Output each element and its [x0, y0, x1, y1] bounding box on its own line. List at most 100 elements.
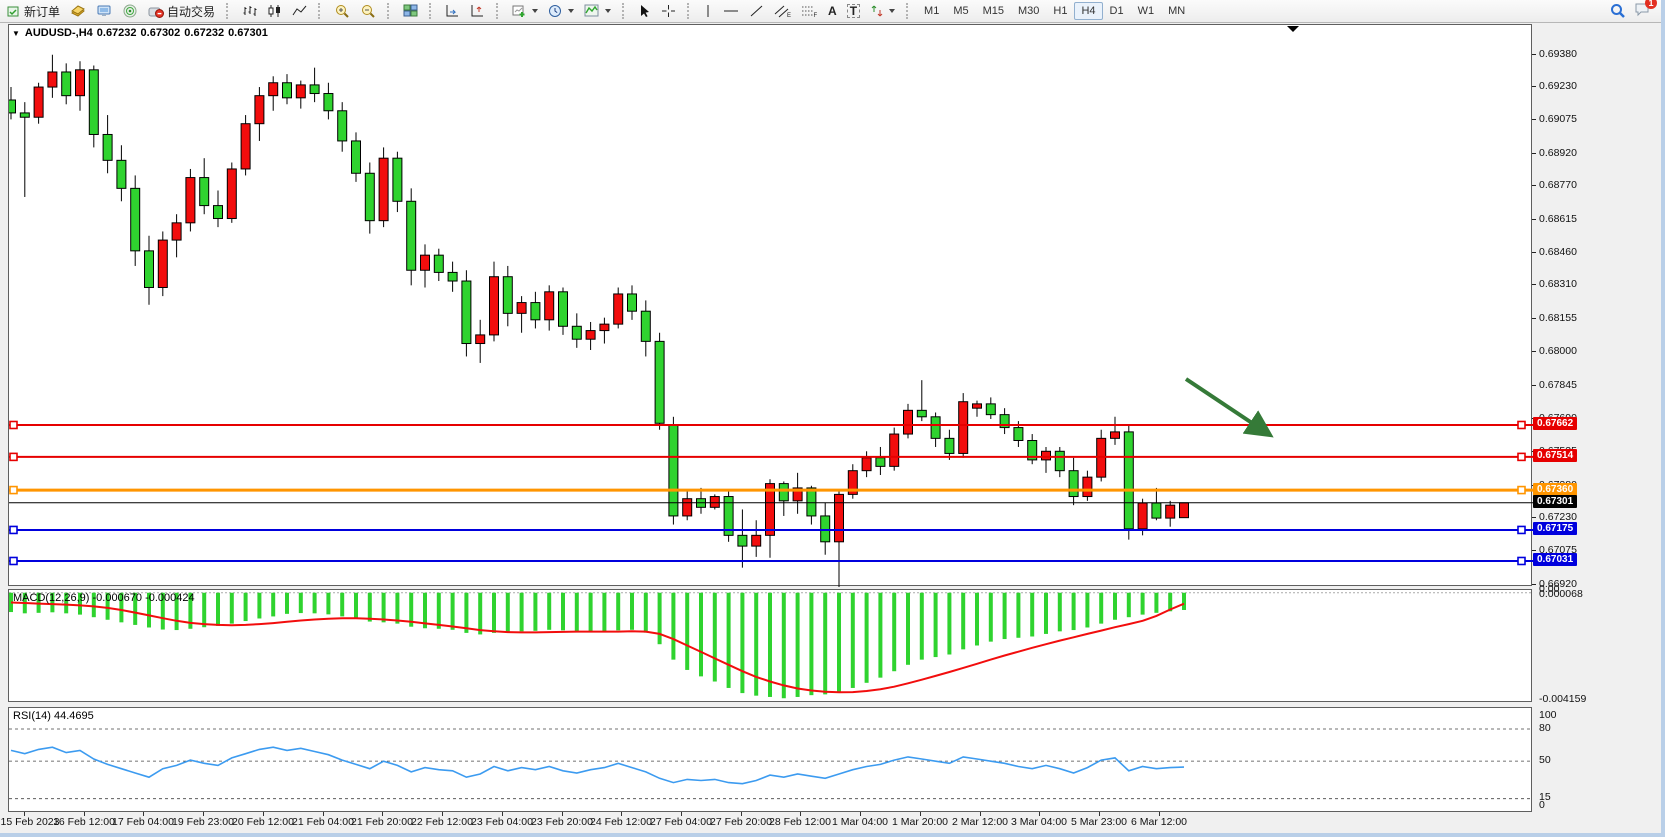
- new-order-button[interactable]: 新订单: [2, 0, 65, 22]
- macd-histogram-bar: [919, 592, 924, 660]
- line-handle[interactable]: [1517, 420, 1526, 430]
- rsi-panel[interactable]: RSI(14) 44.4695: [8, 707, 1533, 812]
- time-tick-label: 17 Feb 04:00: [112, 816, 174, 828]
- price-tag[interactable]: 0.67031: [1533, 553, 1578, 567]
- timeframe-m1[interactable]: M1: [924, 5, 940, 17]
- crosshair-button[interactable]: [656, 0, 681, 22]
- macd-panel[interactable]: MACD(12,26,9) -0.000670 -0.000424: [8, 589, 1533, 702]
- candle-chart-button[interactable]: [262, 0, 287, 22]
- time-tick-label: 3 Mar 04:00: [1010, 816, 1068, 828]
- candle-down: [351, 140, 361, 174]
- line-handle[interactable]: [9, 556, 18, 566]
- time-tick-mark: [263, 812, 264, 816]
- candle-up: [185, 177, 196, 224]
- macd-histogram-bar: [216, 592, 220, 626]
- chart-title-collapse-icon[interactable]: ▼: [12, 29, 20, 38]
- timeframe-mn[interactable]: MN: [1168, 5, 1186, 17]
- autoscroll-button[interactable]: [440, 0, 465, 22]
- macd-histogram-bar: [298, 592, 303, 614]
- market-book-icon: [71, 5, 85, 17]
- label-tool-button[interactable]: T: [842, 0, 865, 22]
- toolbar-grip: [226, 3, 233, 19]
- trendline-tool-button[interactable]: [744, 0, 769, 22]
- hline-tool-button[interactable]: [718, 0, 744, 22]
- candle-down: [627, 293, 637, 312]
- vps-button[interactable]: [91, 0, 117, 22]
- time-axis[interactable]: 15 Feb 2023 16 Feb 12:00 17 Feb 04:00 19 Fe…: [0, 812, 1661, 833]
- line-handle[interactable]: [9, 420, 18, 430]
- periodicity-button[interactable]: [543, 0, 579, 22]
- text-tool-button[interactable]: A: [823, 0, 842, 22]
- chart-shift-button[interactable]: [465, 0, 490, 22]
- market-button[interactable]: [65, 0, 91, 22]
- macd-svg: [9, 592, 1533, 699]
- crosshair-icon: [662, 5, 676, 17]
- line-handle[interactable]: [9, 485, 18, 495]
- notifications-button[interactable]: 1: [1634, 0, 1657, 20]
- zoom-in-icon: [336, 4, 349, 18]
- fibonacci-tool-button[interactable]: F: [796, 0, 823, 22]
- macd-axis-min: -0.004159: [1539, 693, 1587, 705]
- price-tick-label: 0.68770: [1539, 179, 1577, 192]
- candle-up: [1165, 504, 1176, 519]
- vline-tool-button[interactable]: [698, 0, 718, 22]
- timeframe-h1[interactable]: H1: [1053, 5, 1068, 17]
- candle-up: [585, 330, 596, 340]
- line-handle[interactable]: [1517, 485, 1526, 495]
- macd-histogram-bar: [961, 592, 966, 650]
- price-tag[interactable]: 0.67301: [1533, 495, 1578, 509]
- chart-top-marker[interactable]: [1287, 26, 1299, 32]
- candle-down: [530, 302, 541, 321]
- macd-histogram-bar: [947, 592, 952, 655]
- timeframe-m30[interactable]: M30: [1018, 5, 1040, 17]
- tile-windows-button[interactable]: [398, 0, 423, 22]
- macd-histogram-bar: [712, 592, 717, 682]
- line-handle[interactable]: [9, 452, 18, 462]
- timeframe-m15[interactable]: M15: [982, 5, 1005, 17]
- macd-histogram-bar: [340, 592, 345, 617]
- channel-tool-button[interactable]: E: [769, 0, 796, 22]
- periodicity-caret: [568, 9, 575, 13]
- price-tick-label: 0.67535: [1539, 445, 1577, 458]
- line-handle[interactable]: [9, 525, 18, 535]
- line-handle[interactable]: [1517, 452, 1526, 462]
- candle-up: [792, 487, 803, 502]
- price-tag[interactable]: 0.67662: [1533, 417, 1578, 431]
- zoom-out-button[interactable]: [355, 0, 381, 22]
- toolbar-grip: [429, 3, 436, 19]
- new-chart-button[interactable]: [507, 0, 543, 22]
- main-chart-panel[interactable]: [8, 24, 1533, 587]
- signals-button[interactable]: [117, 0, 143, 22]
- line-handle[interactable]: [1517, 525, 1526, 535]
- timeframe-w1[interactable]: W1: [1137, 5, 1155, 17]
- timeframe-h4[interactable]: H4: [1074, 2, 1103, 20]
- zoom-in-button[interactable]: [329, 0, 355, 22]
- candle-up: [1179, 502, 1189, 519]
- autotrading-button[interactable]: 自动交易: [143, 0, 220, 22]
- timeframe-d1[interactable]: D1: [1109, 5, 1124, 17]
- shapes-tool-button[interactable]: [865, 0, 900, 22]
- candle-down: [985, 403, 996, 416]
- macd-histogram-bar: [326, 592, 331, 615]
- macd-histogram-bar: [147, 592, 151, 628]
- label-tool-icon: T: [846, 4, 861, 18]
- price-tag[interactable]: 0.67514: [1533, 449, 1578, 463]
- timeframe-m5[interactable]: M5: [953, 5, 969, 17]
- time-tick-label: 27 Feb 04:00: [650, 816, 712, 828]
- indicators-button[interactable]: [579, 0, 616, 22]
- trend-arrow-annotation[interactable]: [1184, 377, 1274, 438]
- time-tick-label: 1 Mar 20:00: [891, 816, 949, 828]
- price-tag[interactable]: 0.67360: [1533, 482, 1578, 496]
- time-tick-mark: [323, 812, 324, 816]
- price-tick-label: 0.67230: [1539, 511, 1577, 524]
- bar-chart-button[interactable]: [237, 0, 262, 22]
- macd-histogram-bar: [243, 592, 248, 622]
- macd-histogram-bar: [1154, 592, 1159, 613]
- line-handle[interactable]: [1517, 556, 1526, 566]
- zoom-out-icon: [362, 4, 375, 18]
- candle-chart-icon: [268, 5, 281, 17]
- search-icon[interactable]: [1610, 3, 1626, 19]
- price-tag[interactable]: 0.67175: [1533, 522, 1578, 536]
- cursor-button[interactable]: [633, 0, 656, 22]
- line-chart-button[interactable]: [287, 0, 312, 22]
